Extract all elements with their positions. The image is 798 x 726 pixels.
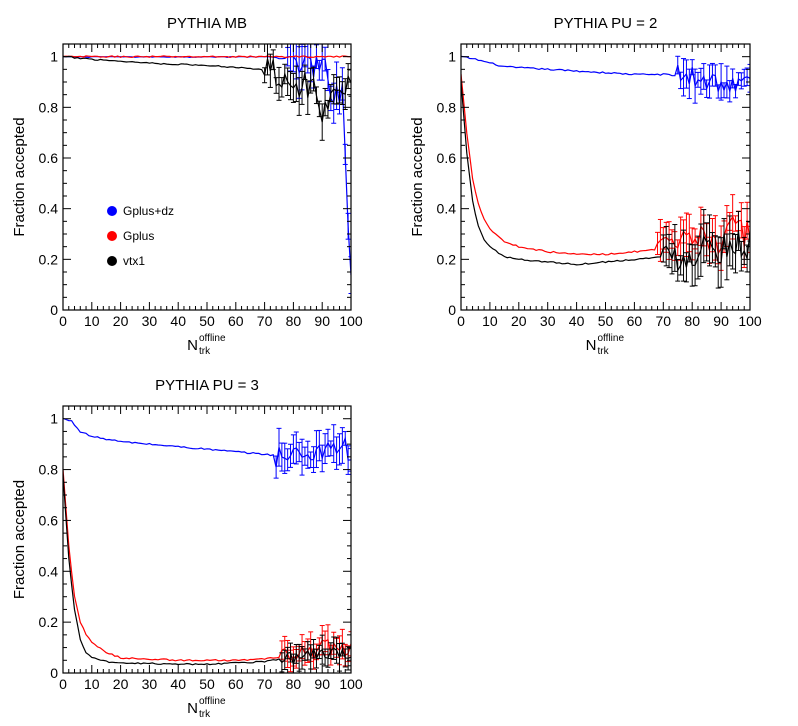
y-tick-label: 0 [448,302,456,318]
chart-title: PYTHIA PU = 2 [554,15,658,32]
series-line-gplus [63,469,351,663]
x-axis-label-sup: offline [598,333,625,344]
legend-marker [107,231,117,241]
x-tick-label: 60 [228,313,244,329]
chart-panel-2: PYTHIA PU = 3 0 10 20 30 40 50 60 70 80 90 100 0 0.2 0… [11,377,363,720]
chart-title: PYTHIA MB [167,15,247,32]
y-tick-label: 0.6 [437,150,457,166]
x-tick-label: 80 [684,313,700,329]
x-tick-label: 30 [142,313,158,329]
x-tick-label: 10 [84,676,100,692]
y-tick-label: 0.8 [437,99,457,115]
x-tick-label: 80 [286,313,302,329]
x-axis-label-sub: trk [199,346,211,357]
x-tick-label: 70 [257,676,273,692]
series-line-vtx1 [63,55,351,123]
y-tick-label: 0.6 [39,150,59,166]
x-tick-label: 100 [339,676,363,692]
y-tick-label: 0.2 [39,251,59,267]
y-tick-label: 1 [448,49,456,65]
legend-label: Gplus+dz [123,204,174,218]
x-axis-label: N [187,337,198,354]
x-axis-label-sup: offline [199,333,226,344]
y-tick-label: 0.4 [39,563,59,579]
y-tick-label: 0.4 [39,201,59,217]
y-axis-label: Fraction accepted [11,480,28,599]
y-tick-label: 0.6 [39,512,59,528]
x-tick-label: 30 [142,676,158,692]
y-axis-label: Fraction accepted [409,117,426,236]
x-tick-label: 80 [286,676,302,692]
x-axis-label-sup: offline [199,696,226,707]
y-tick-label: 0 [50,665,58,681]
x-tick-label: 10 [482,313,498,329]
x-tick-label: 50 [199,676,215,692]
legend-marker [107,206,117,216]
x-tick-label: 50 [598,313,614,329]
y-tick-label: 1 [50,411,58,427]
y-tick-label: 0.8 [39,99,59,115]
x-tick-label: 70 [257,313,273,329]
x-axis-label: N [187,700,198,717]
legend-label: vtx1 [123,254,145,268]
x-tick-label: 10 [84,313,100,329]
chart-title: PYTHIA PU = 3 [155,377,259,394]
series-line-vtx1 [461,81,750,273]
y-tick-label: 0.2 [437,251,457,267]
x-tick-label: 100 [339,313,363,329]
x-tick-label: 20 [511,313,527,329]
x-tick-label: 0 [457,313,465,329]
y-axis-label: Fraction accepted [11,117,28,236]
x-tick-label: 90 [713,313,729,329]
series-line-gplus [461,74,750,256]
x-tick-label: 0 [59,676,67,692]
x-axis-label: N [586,337,597,354]
x-tick-label: 40 [569,313,585,329]
x-axis-label-sub: trk [598,346,610,357]
x-axis-label-sub: trk [199,709,211,720]
x-tick-label: 50 [199,313,215,329]
x-tick-label: 20 [113,676,129,692]
chart-panel-1: PYTHIA PU = 2 0 10 20 30 40 50 60 70 80 90 100 0 0.2 0… [409,15,762,357]
legend-marker [107,256,117,266]
y-tick-label: 1 [50,49,58,65]
x-tick-label: 20 [113,313,129,329]
series-group [461,55,750,289]
y-tick-label: 0.2 [39,614,59,630]
x-tick-label: 40 [170,676,186,692]
chart-panel-0: PYTHIA MB 0 10 20 30 40 50 60 70 80 90 100 0 0.2 0.4 0.… [11,15,363,357]
y-tick-label: 0 [50,302,58,318]
series-group [63,44,351,294]
series-line-gplus-dz [63,417,351,468]
x-tick-label: 90 [314,313,330,329]
x-tick-label: 100 [738,313,762,329]
x-tick-label: 60 [228,676,244,692]
x-tick-label: 90 [314,676,330,692]
series-line-gplus [63,55,351,59]
series-line-vtx1 [63,474,351,666]
y-tick-label: 0.8 [39,462,59,478]
series-group [63,417,351,673]
legend: Gplus+dz Gplus vtx1 [107,204,174,268]
legend-label: Gplus [123,229,154,243]
x-tick-label: 40 [170,313,186,329]
x-tick-label: 70 [656,313,672,329]
x-tick-label: 60 [627,313,643,329]
series-line-gplus-dz [461,55,750,94]
x-tick-label: 0 [59,313,67,329]
x-tick-label: 30 [540,313,556,329]
y-tick-label: 0.4 [437,201,457,217]
